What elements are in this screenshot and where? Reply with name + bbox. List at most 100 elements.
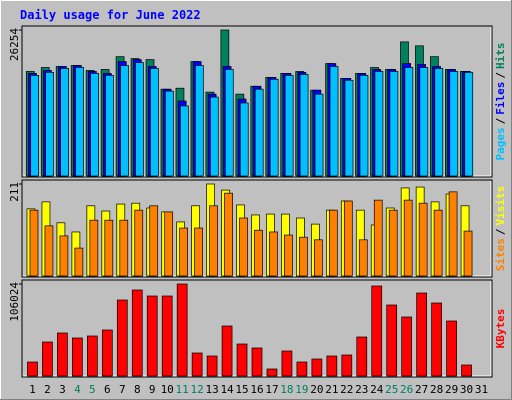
legend-entry: Visits bbox=[494, 186, 507, 226]
bar bbox=[60, 68, 69, 177]
bar bbox=[419, 67, 429, 177]
bar bbox=[416, 292, 427, 377]
legend-separator: / bbox=[494, 72, 507, 79]
bar bbox=[311, 358, 323, 377]
bar bbox=[239, 217, 248, 277]
legend: Pages / Files / Hits bbox=[494, 43, 507, 161]
bar bbox=[164, 211, 174, 277]
bar bbox=[45, 72, 55, 177]
x-tick-label: 27 bbox=[415, 383, 428, 396]
bar bbox=[359, 75, 369, 177]
bar bbox=[179, 227, 189, 277]
bar bbox=[328, 209, 338, 277]
bar bbox=[194, 65, 204, 177]
bar bbox=[120, 65, 129, 177]
bar bbox=[464, 72, 474, 177]
bar bbox=[87, 335, 98, 377]
bar bbox=[329, 66, 339, 177]
legend-separator: / bbox=[494, 228, 507, 235]
bar bbox=[254, 88, 264, 177]
bar bbox=[116, 299, 128, 377]
x-tick-label: 8 bbox=[134, 383, 141, 396]
x-tick-label: 1 bbox=[29, 383, 36, 396]
x-tick-label: 19 bbox=[295, 383, 308, 396]
bar bbox=[269, 231, 278, 277]
bar bbox=[146, 295, 158, 377]
bar bbox=[74, 247, 84, 277]
bar bbox=[119, 219, 129, 277]
x-tick-label: 5 bbox=[89, 383, 96, 396]
legend-entry: Pages bbox=[494, 127, 507, 160]
bar bbox=[105, 75, 114, 177]
bar bbox=[101, 329, 113, 377]
bar bbox=[371, 285, 383, 377]
x-tick-label: 13 bbox=[205, 383, 218, 396]
x-tick-label: 18 bbox=[280, 383, 293, 396]
bar bbox=[90, 73, 99, 177]
legend-entry: Files bbox=[494, 82, 507, 115]
bar bbox=[30, 75, 40, 177]
x-tick-label: 26 bbox=[400, 383, 413, 396]
x-tick-label: 6 bbox=[104, 383, 111, 396]
bar bbox=[251, 347, 263, 377]
legend-entry: Sites bbox=[494, 238, 507, 271]
bar bbox=[358, 239, 368, 277]
bar bbox=[389, 71, 399, 177]
bar bbox=[296, 361, 308, 377]
legend-entry: Hits bbox=[494, 43, 507, 70]
y-tick-label: 26254 bbox=[8, 28, 21, 61]
bar bbox=[135, 62, 144, 177]
bar bbox=[44, 225, 54, 277]
bar bbox=[165, 90, 174, 177]
bar bbox=[314, 239, 323, 277]
bar bbox=[418, 202, 428, 277]
bar bbox=[131, 289, 143, 377]
bar bbox=[161, 295, 173, 377]
bar bbox=[254, 229, 263, 277]
bar bbox=[180, 105, 189, 177]
bar bbox=[433, 209, 443, 277]
x-tick-label: 9 bbox=[149, 383, 156, 396]
bar bbox=[446, 320, 457, 377]
x-tick-label: 15 bbox=[235, 383, 248, 396]
bar bbox=[314, 93, 324, 177]
x-tick-label: 21 bbox=[325, 383, 338, 396]
x-tick-label: 23 bbox=[355, 383, 368, 396]
legend-entry: KBytes bbox=[494, 309, 507, 349]
x-tick-label: 3 bbox=[59, 383, 66, 396]
x-tick-label: 2 bbox=[44, 383, 51, 396]
bar bbox=[401, 316, 413, 377]
bar bbox=[449, 71, 459, 177]
bar bbox=[29, 209, 39, 277]
bar bbox=[42, 341, 53, 377]
bar bbox=[461, 364, 472, 377]
bar bbox=[343, 200, 353, 277]
bar bbox=[356, 336, 368, 377]
bar bbox=[448, 191, 458, 277]
legend-separator: / bbox=[494, 117, 507, 124]
bar bbox=[299, 236, 308, 277]
x-tick-label: 20 bbox=[310, 383, 323, 396]
legend: KBytes bbox=[494, 309, 507, 349]
bar bbox=[149, 205, 159, 277]
bar bbox=[176, 283, 188, 377]
x-tick-label: 16 bbox=[250, 383, 263, 396]
x-tick-label: 30 bbox=[460, 383, 473, 396]
x-tick-label: 28 bbox=[430, 383, 443, 396]
bar bbox=[150, 68, 159, 177]
bar bbox=[236, 343, 248, 377]
x-tick-label: 4 bbox=[74, 383, 81, 396]
bar bbox=[341, 354, 353, 377]
bar bbox=[404, 67, 414, 177]
x-tick-label: 12 bbox=[191, 383, 204, 396]
x-tick-label: 7 bbox=[119, 383, 126, 396]
bar bbox=[224, 69, 234, 177]
x-tick-label: 25 bbox=[385, 383, 398, 396]
bar bbox=[299, 74, 309, 177]
x-tick-label: 14 bbox=[220, 383, 234, 396]
bar bbox=[374, 71, 384, 177]
bar bbox=[284, 75, 294, 177]
bar bbox=[194, 227, 203, 277]
bar bbox=[209, 205, 218, 277]
